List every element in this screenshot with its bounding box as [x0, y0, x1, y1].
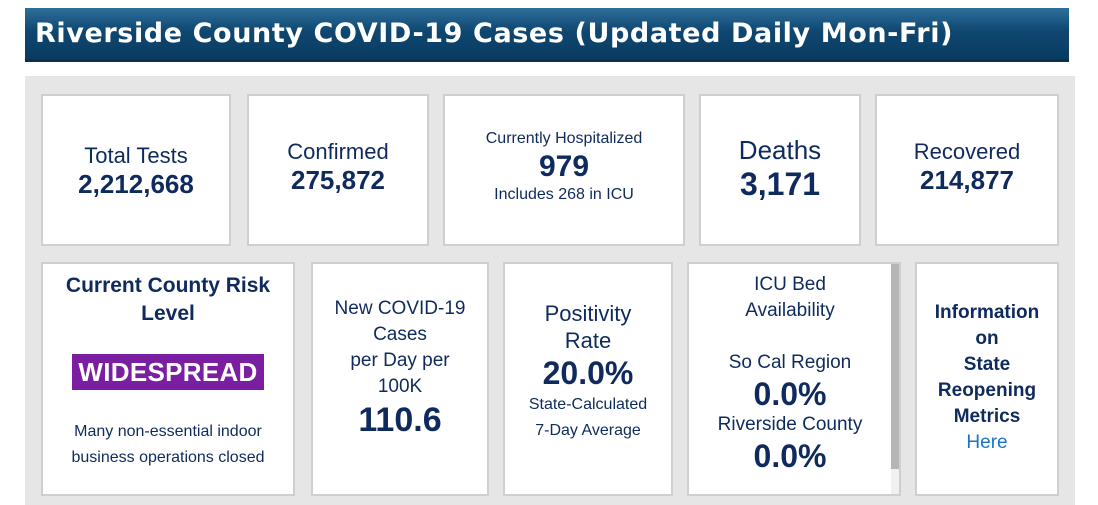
- new-cases-line1: New COVID-19: [334, 298, 466, 319]
- reopening-info-card[interactable]: Information on State Reopening Metrics H…: [915, 262, 1059, 496]
- risk-level-card: Current County Risk Level WIDESPREAD Man…: [41, 262, 295, 496]
- confirmed-card: Confirmed 275,872: [247, 94, 429, 246]
- hospitalized-icu-note: Includes 268 in ICU: [494, 186, 634, 203]
- total-tests-card: Total Tests 2,212,668: [41, 94, 231, 246]
- info-line1: Information: [934, 302, 1040, 323]
- icu-region-label: So Cal Region: [728, 352, 852, 373]
- new-cases-value: 110.6: [358, 401, 442, 439]
- positivity-card: Positivity Rate 20.0% State-Calculated 7…: [503, 262, 673, 496]
- risk-title-line2: Level: [141, 302, 195, 325]
- positivity-line2: Rate: [564, 328, 612, 353]
- info-line3: State: [963, 354, 1011, 375]
- icu-county-label: Riverside County: [717, 414, 863, 435]
- risk-title-line1: Current County Risk: [65, 274, 271, 297]
- header-banner: Riverside County COVID-19 Cases (Updated…: [25, 8, 1069, 62]
- new-cases-line3: per Day per: [350, 350, 450, 371]
- total-tests-label: Total Tests: [84, 143, 188, 168]
- recovered-value: 214,877: [920, 165, 1014, 195]
- reopening-metrics-link[interactable]: Here: [966, 432, 1008, 453]
- icu-scrollbar[interactable]: [891, 264, 899, 494]
- hospitalized-value: 979: [538, 150, 590, 183]
- confirmed-label: Confirmed: [287, 139, 389, 164]
- icu-availability-card: ICU Bed Availability So Cal Region 0.0% …: [687, 262, 901, 496]
- recovered-label: Recovered: [913, 139, 1021, 164]
- new-cases-line2: Cases: [373, 324, 427, 345]
- info-line2: on: [975, 328, 999, 349]
- page-title: Riverside County COVID-19 Cases (Updated…: [35, 18, 954, 49]
- icu-scrollbar-thumb[interactable]: [891, 264, 899, 469]
- deaths-value: 3,171: [739, 166, 821, 202]
- positivity-note-line1: State-Calculated: [528, 396, 648, 413]
- risk-note-line2: business operations closed: [71, 449, 265, 466]
- icu-county-value: 0.0%: [753, 438, 827, 474]
- risk-level-badge: WIDESPREAD: [72, 354, 264, 390]
- icu-region-value: 0.0%: [753, 376, 827, 412]
- risk-note-line1: Many non-essential indoor: [74, 423, 262, 440]
- recovered-card: Recovered 214,877: [875, 94, 1059, 246]
- new-cases-line4: 100K: [377, 376, 423, 397]
- confirmed-value: 275,872: [291, 165, 385, 195]
- icu-title-line2: Availability: [745, 300, 835, 321]
- hospitalized-label: Currently Hospitalized: [485, 130, 643, 147]
- hospitalized-card: Currently Hospitalized 979 Includes 268 …: [443, 94, 685, 246]
- positivity-value: 20.0%: [542, 355, 634, 391]
- deaths-card: Deaths 3,171: [699, 94, 861, 246]
- new-cases-card: New COVID-19 Cases per Day per 100K 110.…: [311, 262, 489, 496]
- positivity-note-line2: 7-Day Average: [535, 422, 641, 439]
- icu-title-line1: ICU Bed: [754, 274, 826, 295]
- dashboard-panel: Total Tests 2,212,668 Confirmed 275,872 …: [25, 76, 1075, 505]
- positivity-line1: Positivity: [544, 301, 632, 326]
- deaths-label: Deaths: [738, 135, 822, 165]
- total-tests-value: 2,212,668: [78, 169, 194, 199]
- info-line4: Reopening: [937, 380, 1037, 401]
- info-line5: Metrics: [953, 406, 1021, 427]
